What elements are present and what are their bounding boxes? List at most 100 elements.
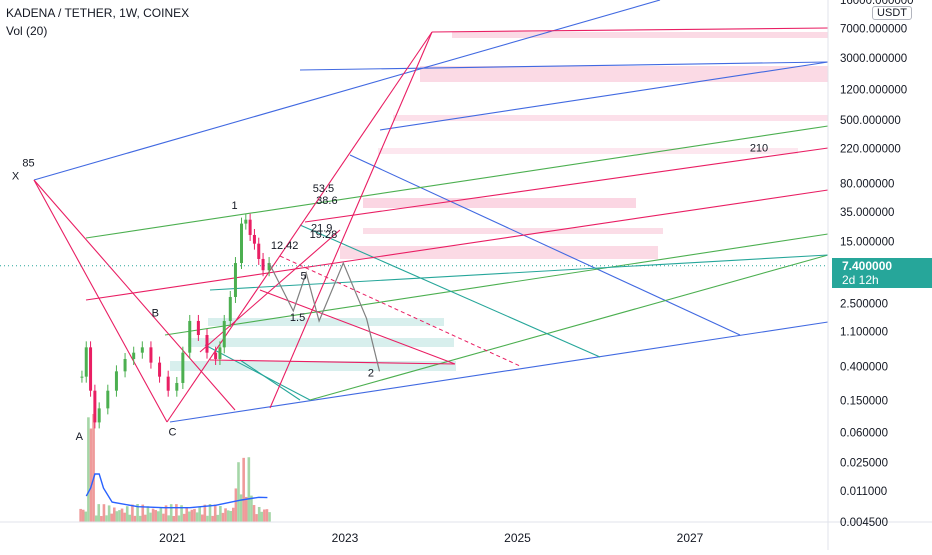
drawing-line [169, 321, 829, 423]
candle-body [218, 347, 222, 359]
candle-body [252, 234, 256, 244]
dashed-target-line [279, 255, 521, 367]
volume-bar [182, 513, 186, 522]
volume-bar [265, 509, 269, 522]
drawing-line [33, 0, 661, 181]
volume-bar [232, 507, 235, 522]
y-tick-label: 0.150000 [840, 396, 888, 408]
volume-bar [226, 510, 230, 522]
volume-bar [229, 510, 233, 522]
drawing-line [33, 179, 236, 411]
volume-bar [79, 508, 82, 522]
candle-body [84, 347, 88, 377]
volume-bar [263, 509, 266, 522]
current-price-tag: 7.400000 2d 12h [832, 258, 932, 288]
candle-body [114, 371, 118, 391]
drawing-line [309, 254, 829, 401]
price-layer [80, 213, 381, 429]
annotation-label: B [152, 308, 159, 320]
volume-bar [92, 413, 95, 522]
volume-bar [190, 509, 194, 522]
volume-bar [115, 511, 119, 522]
drawings-layer [0, 0, 829, 423]
indicator-legend[interactable]: Vol (20) [6, 24, 48, 38]
volume-bar [94, 515, 98, 522]
zone-band [188, 338, 454, 347]
volume-bar [255, 514, 258, 522]
zone-band [340, 246, 658, 259]
candle-body [233, 263, 237, 297]
drawing-line [349, 154, 741, 336]
volume-bar [159, 507, 163, 522]
volume-bar [198, 506, 201, 522]
candle-body [248, 219, 252, 235]
candle-body [222, 320, 226, 348]
volume-bar [206, 515, 209, 522]
volume-bar [175, 504, 178, 522]
drawing-line [431, 27, 829, 33]
zones-layer [170, 32, 828, 371]
volume-bar [244, 496, 248, 522]
y-tick-label: 0.060000 [840, 427, 888, 439]
volume-bar [211, 515, 214, 522]
candle-body [267, 263, 271, 271]
volume-bar [247, 457, 251, 522]
candle-body [123, 358, 127, 372]
annotation-label: 38.6 [316, 195, 337, 207]
zone-band [170, 361, 456, 371]
annotations-layer: X85 A B C 1 2 12.42 5 1.5 53.538.6 21.919.28 210 [12, 143, 768, 443]
candle-body [181, 352, 185, 383]
drawing-line [299, 61, 829, 71]
volume-bar [216, 514, 220, 522]
y-tick-label: 80.000000 [840, 178, 894, 190]
annotation-label: 85 [22, 158, 34, 170]
zone-band [452, 32, 828, 38]
volume-bar [185, 507, 189, 522]
x-tick-label: 2023 [332, 531, 359, 545]
volume-bar [208, 504, 212, 522]
volume-bar [162, 513, 165, 522]
volume-bar [128, 514, 132, 522]
candle-body [205, 334, 209, 353]
volume-bar [97, 504, 101, 522]
candle-body [89, 347, 93, 391]
candle-body [80, 376, 84, 378]
volume-bar [234, 488, 238, 522]
candle-body [93, 390, 97, 423]
annotation-label: 19.28 [310, 229, 338, 241]
y-tick-label: 35.000000 [840, 207, 894, 219]
drawing-line [33, 179, 168, 423]
volume-bar [260, 511, 264, 522]
candle-body [166, 376, 170, 391]
volume-bar [84, 511, 88, 522]
volume-bar [118, 510, 121, 522]
drawing-line [204, 344, 311, 401]
volume-bar [250, 495, 253, 522]
volume-bar [112, 507, 116, 522]
zone-band [208, 318, 444, 326]
y-tick-label: 0.011000 [840, 486, 887, 498]
volume-bar [252, 505, 256, 522]
volume-bar [195, 512, 199, 522]
x-tick-label: 2025 [504, 531, 531, 545]
x-tick-label: 2021 [159, 531, 186, 545]
volume-bar [188, 511, 191, 522]
currency-badge[interactable]: USDT [872, 6, 912, 20]
annotation-label: 12.42 [271, 240, 299, 252]
volume-bar [141, 504, 145, 522]
volume-bar [107, 505, 111, 522]
volume-bar [224, 508, 227, 522]
volume-bar [221, 512, 225, 522]
drawing-line [85, 125, 829, 239]
zone-band [363, 198, 636, 208]
symbol-title[interactable]: KADENA / TETHER, 1W, COINEX [6, 6, 190, 20]
drawing-line [166, 31, 433, 423]
drawing-line [85, 189, 829, 301]
candle-body [257, 243, 261, 259]
volume-bar [149, 512, 152, 522]
candle-body [140, 347, 144, 353]
drawing-line [259, 289, 456, 365]
y-tick-label: 500.000000 [840, 115, 901, 127]
